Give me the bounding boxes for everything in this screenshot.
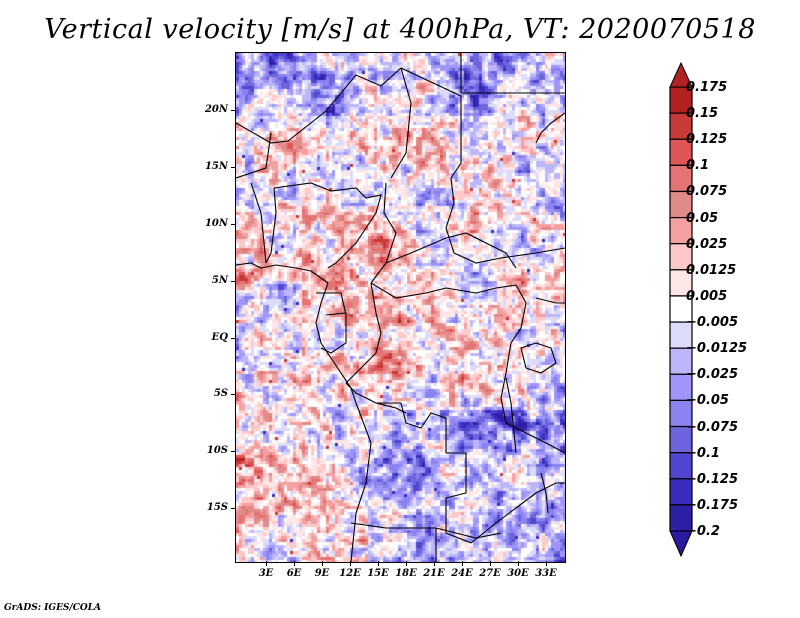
colorbar-label: −0.075 (686, 419, 739, 435)
border-drc-east (500, 284, 527, 424)
colorbar-label: −0.175 (686, 497, 739, 513)
lon-label-6e: 6E (286, 568, 302, 579)
lon-label-27e: 27E (479, 568, 501, 579)
lat-tick (231, 224, 236, 225)
map-panel (236, 53, 565, 562)
border-nigeria-west (265, 187, 277, 264)
border-coast-west-africa (236, 262, 329, 284)
border-nigeria-niger (273, 182, 382, 214)
vertical-velocity-field (236, 53, 565, 562)
lat-label-15s: 15S (206, 502, 228, 513)
border-benin (250, 182, 267, 264)
lon-tick (546, 561, 547, 566)
lon-tick (266, 561, 267, 566)
colorbar-label: −0.2 (686, 524, 720, 539)
lat-label-15n: 15N (204, 161, 228, 172)
border-libya-chad (400, 67, 462, 106)
lat-tick (231, 451, 236, 452)
lon-tick (322, 561, 323, 566)
lon-label-21e: 21E (423, 568, 445, 579)
colorbar-label: 0.125 (686, 132, 728, 148)
colorbar-label: −0.125 (686, 471, 739, 487)
lon-tick (350, 561, 351, 566)
border-drc-angola-north (345, 382, 407, 414)
lat-tick (231, 508, 236, 509)
colorbar-label: 0.05 (686, 210, 719, 226)
lon-label-30e: 30E (507, 568, 529, 579)
border-mali-niger (236, 132, 272, 179)
border-angola-drc (376, 402, 447, 453)
lat-tick (231, 110, 236, 111)
grads-credit: GrADS: IGES/COLA (4, 603, 102, 613)
lon-label-12e: 12E (339, 568, 361, 579)
lon-tick (378, 561, 379, 566)
colorbar-label: 0.075 (686, 184, 728, 200)
border-nigeria-cameroon (327, 212, 377, 269)
lon-tick (518, 561, 519, 566)
border-angola-zambia (445, 452, 472, 544)
lon-tick (294, 561, 295, 566)
lon-label-24e: 24E (451, 568, 473, 579)
colorbar-label: 0.1 (686, 158, 710, 174)
lon-tick (434, 561, 435, 566)
country-borders (236, 53, 565, 562)
lon-label-33e: 33E (535, 568, 557, 579)
lat-tick (231, 394, 236, 395)
colorbar-label: 0.175 (686, 80, 728, 95)
lon-tick (462, 561, 463, 566)
colorbar-label: −0.025 (686, 367, 739, 383)
lon-tick (406, 561, 407, 566)
border-algeria-niger (236, 67, 402, 144)
lon-tick (490, 561, 491, 566)
colorbar-label: −0.1 (686, 445, 720, 461)
lat-tick (231, 281, 236, 282)
border-coast-central (315, 282, 357, 404)
border-lakes-victoria (520, 342, 557, 374)
border-tanzania (505, 422, 565, 454)
colorbar-label: −0.005 (686, 315, 739, 331)
colorbar-label: 0.025 (686, 236, 728, 252)
lon-label-15e: 15E (367, 568, 389, 579)
border-niger-chad (390, 67, 412, 179)
border-car-drc (370, 282, 517, 299)
border-sudan-south (453, 247, 565, 264)
border-gabon-congo (320, 312, 347, 354)
border-cameroon-chad (370, 182, 397, 284)
lat-tick (231, 338, 236, 339)
border-congo-drc (345, 282, 382, 384)
lat-label-20n: 20N (204, 104, 228, 115)
colorbar-label: −0.05 (686, 393, 729, 409)
lat-label-10s: 10S (206, 445, 228, 456)
lat-label-5s: 5S (213, 388, 228, 399)
border-zambia-south (470, 482, 565, 544)
border-lake-malawi (540, 472, 549, 514)
border-car (385, 232, 517, 269)
map-title: Vertical velocity [m/s] at 400hPa, VT: 2… (44, 14, 756, 45)
lon-label-3e: 3E (258, 568, 274, 579)
lon-label-9e: 9E (314, 568, 330, 579)
border-angola-coast (350, 402, 372, 562)
border-east-se (535, 112, 565, 144)
lat-label-10n: 10N (204, 218, 228, 229)
colorbar-label: 0.0125 (686, 262, 737, 278)
lon-label-18e: 18E (395, 568, 417, 579)
lat-label-eq: EQ (211, 332, 228, 343)
colorbar-label: 0.005 (686, 288, 728, 304)
border-chad-sudan (445, 106, 462, 254)
colorbar-label: 0.15 (686, 106, 719, 122)
border-angola-namibia (350, 522, 502, 539)
border-lake-tanganyika (505, 377, 517, 454)
colorbar-label: −0.0125 (686, 341, 748, 357)
border-uganda (535, 297, 565, 304)
lat-tick (231, 167, 236, 168)
lat-label-5n: 5N (211, 275, 228, 286)
